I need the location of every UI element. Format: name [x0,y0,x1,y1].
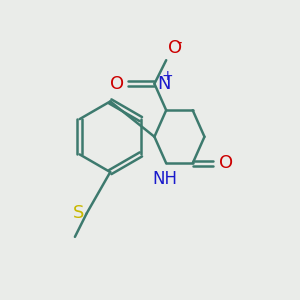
Text: N: N [157,75,170,93]
Text: S: S [73,204,84,222]
Text: O: O [110,75,124,93]
Text: +: + [162,68,173,83]
Text: O: O [168,39,182,57]
Text: O: O [219,154,233,172]
Text: NH: NH [152,170,177,188]
Text: -: - [176,35,181,50]
